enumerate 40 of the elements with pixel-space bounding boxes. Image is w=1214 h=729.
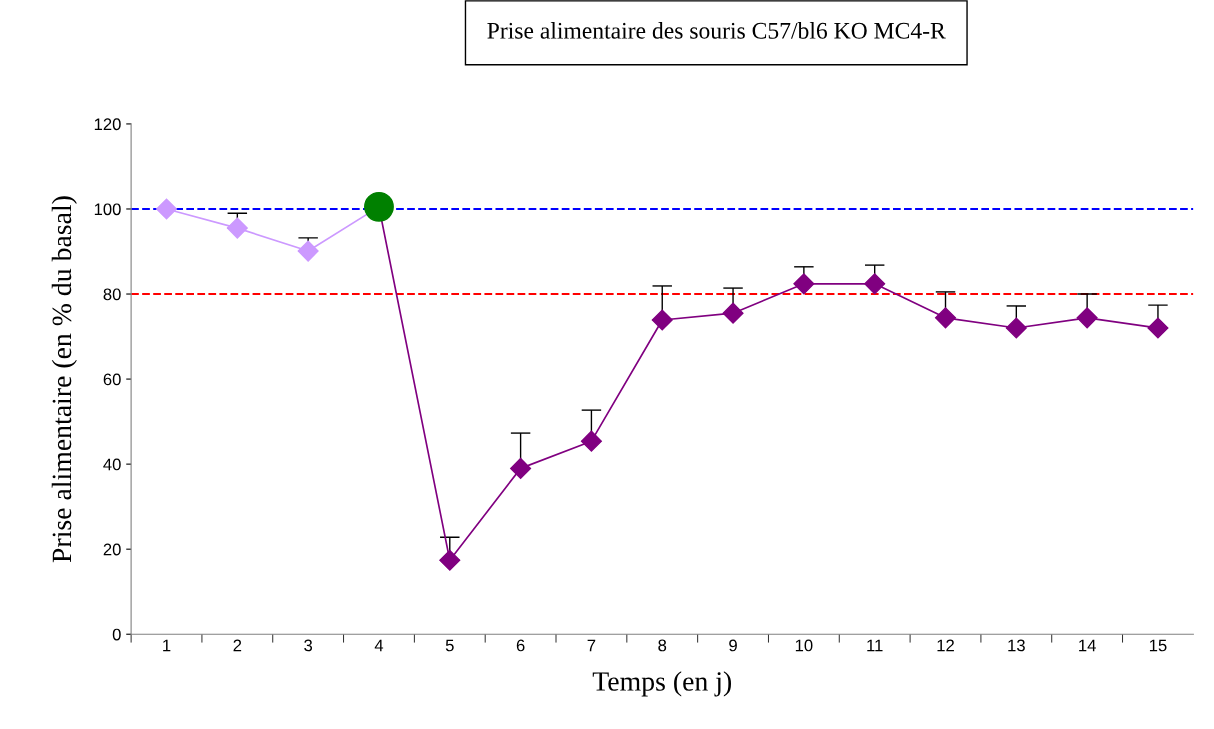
x-tick-label: 12: [937, 639, 954, 652]
x-axis-title: Temps (en j): [592, 671, 732, 697]
point: [156, 198, 178, 220]
y-tick-label: 80: [103, 288, 121, 301]
point: [793, 273, 815, 295]
x-tick-label: 14: [1079, 639, 1096, 652]
point: [439, 549, 461, 571]
point: [1076, 307, 1098, 329]
x-tick-label: 13: [1008, 639, 1025, 652]
point: [1005, 317, 1027, 339]
y-tick-label: 20: [103, 543, 121, 556]
point: [364, 191, 394, 222]
point: [226, 217, 248, 239]
x-tick-label: 5: [445, 639, 454, 652]
point: [580, 430, 602, 452]
y-tick-label: 40: [103, 458, 121, 471]
x-tick-label: 3: [304, 639, 313, 652]
point: [934, 307, 957, 329]
point: [651, 309, 673, 331]
y-tick-label: 100: [94, 203, 121, 216]
chart-title: Prise alimentaire des souris C57/bl6 KO MC4-R: [487, 22, 946, 39]
x-tick-label: 8: [658, 639, 667, 652]
point: [864, 273, 886, 295]
point: [510, 457, 532, 479]
y-tick-label: 0: [112, 628, 121, 641]
x-tick-label: 11: [867, 639, 883, 652]
x-tick-label: 9: [729, 639, 737, 652]
x-tick-label: 7: [587, 639, 596, 652]
x-tick-label: 10: [795, 639, 813, 652]
point: [297, 240, 319, 262]
x-tick-label: 6: [516, 639, 525, 652]
x-tick-label: 1: [163, 639, 171, 652]
y-axis-title: Prise alimentaire (en % du basal): [51, 196, 77, 563]
x-tick-label: 15: [1149, 639, 1167, 652]
y-tick-label: 120: [94, 118, 121, 131]
point: [722, 302, 744, 324]
x-tick-label: 2: [233, 639, 242, 652]
y-tick-label: 60: [103, 373, 121, 386]
point: [1147, 317, 1169, 339]
x-tick-label: 4: [374, 639, 384, 652]
